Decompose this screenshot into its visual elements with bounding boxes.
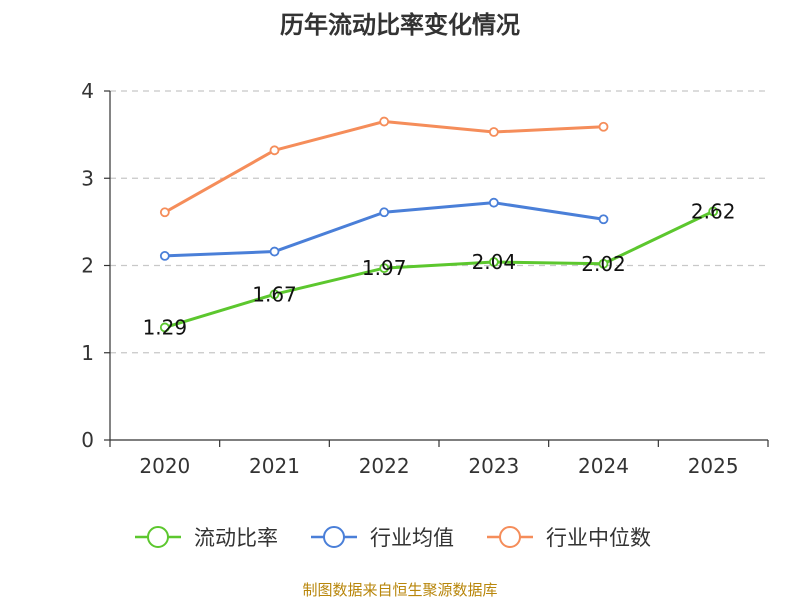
legend-label: 行业均值 xyxy=(370,526,454,550)
data-point xyxy=(598,121,609,132)
data-point xyxy=(488,127,499,137)
data-point xyxy=(159,322,170,333)
legend-label: 行业中位数 xyxy=(546,526,651,550)
legend-swatch-marker xyxy=(147,526,169,548)
series-0 xyxy=(159,206,719,333)
x-tick-label: 2020 xyxy=(139,454,190,478)
data-label: 2.62 xyxy=(691,199,736,223)
data-labels: 1.29 1.67 1.97 2.04 2.02 2.62 xyxy=(143,199,736,339)
series-group xyxy=(159,116,719,333)
data-label: 2.04 xyxy=(472,250,517,274)
data-point xyxy=(269,246,280,257)
legend-item[interactable]: 行业中位数 xyxy=(487,526,651,550)
y-tick-label: 3 xyxy=(81,166,94,190)
data-point xyxy=(488,197,499,208)
data-point xyxy=(379,207,390,218)
data-label: 1.97 xyxy=(362,256,407,280)
data-point xyxy=(159,207,170,218)
x-tick-label: 2022 xyxy=(359,454,410,478)
data-point xyxy=(488,257,499,267)
data-label: 2.02 xyxy=(581,252,626,276)
data-point xyxy=(269,145,280,156)
data-point xyxy=(379,263,390,274)
legend-item[interactable]: 行业均值 xyxy=(311,526,454,550)
data-point xyxy=(269,289,280,300)
data-label: 1.67 xyxy=(252,282,297,306)
data-point xyxy=(159,251,170,261)
legend-label: 流动比率 xyxy=(194,526,278,550)
x-axis-ticks: 2020 2021 2022 2023 2024 2025 xyxy=(109,440,769,478)
y-tick-label: 1 xyxy=(81,341,94,365)
legend-swatch-marker xyxy=(499,526,521,548)
data-point xyxy=(598,258,609,269)
series-line xyxy=(164,210,714,329)
x-tick-label: 2025 xyxy=(688,454,739,478)
data-point xyxy=(379,116,390,127)
series-1 xyxy=(159,197,609,261)
x-tick-label: 2024 xyxy=(578,454,629,478)
legend[interactable]: 流动比率 行业均值 行业中位数 xyxy=(135,526,651,550)
y-tick-label: 4 xyxy=(81,79,94,103)
x-tick-label: 2021 xyxy=(249,454,300,478)
y-tick-label: 0 xyxy=(81,428,94,452)
series-line xyxy=(164,120,604,214)
series-2 xyxy=(159,116,609,218)
chart-title: 历年流动比率变化情况 xyxy=(280,11,520,39)
legend-swatch-marker xyxy=(323,526,345,548)
y-tick-label: 2 xyxy=(81,254,94,278)
y-axis-ticks: 0 1 2 3 4 xyxy=(81,79,110,452)
x-tick-label: 2023 xyxy=(468,454,519,478)
source-note: 制图数据来自恒生聚源数据库 xyxy=(302,581,497,599)
data-point xyxy=(598,214,609,225)
data-label: 1.29 xyxy=(143,315,188,339)
data-point xyxy=(708,206,719,217)
legend-item[interactable]: 流动比率 xyxy=(135,526,278,550)
